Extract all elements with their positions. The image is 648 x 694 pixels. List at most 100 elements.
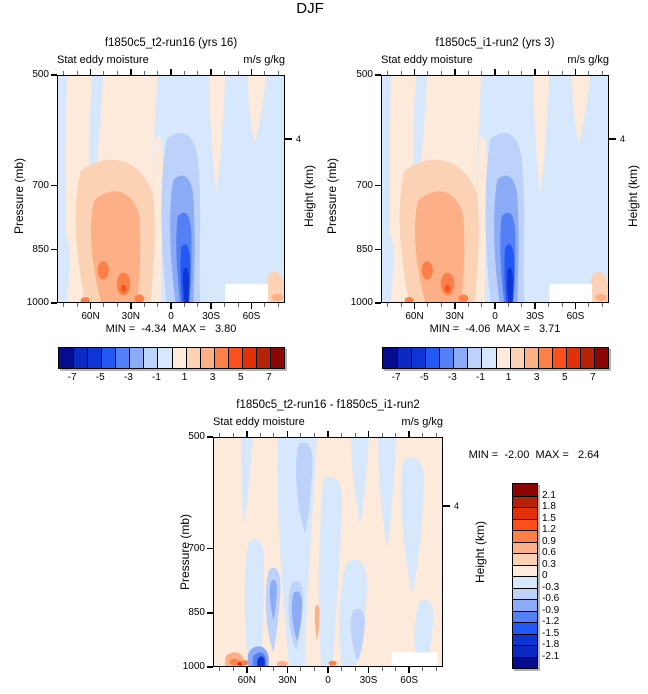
pressure-axis-label-top-right: Pressure (mb) bbox=[325, 158, 339, 235]
colorbar-segment bbox=[59, 348, 74, 368]
x-tick-minor bbox=[381, 667, 383, 671]
colorbar-segment bbox=[157, 348, 172, 368]
x-tick-minor bbox=[381, 433, 383, 437]
height-axis-label-top-left: Height (km) bbox=[302, 165, 316, 228]
colorbar-segment bbox=[129, 348, 144, 368]
minmax-text-top-left: MIN = -4.34 MAX = 3.80 bbox=[105, 323, 237, 335]
colorbar-segment bbox=[87, 348, 102, 368]
contour-region bbox=[291, 591, 302, 641]
colorbar-label: -0.6 bbox=[542, 593, 560, 604]
contour-plot-top-right bbox=[381, 75, 609, 303]
colorbar-segment bbox=[227, 348, 242, 368]
colorbar-segment bbox=[213, 348, 228, 368]
contour-region bbox=[458, 294, 469, 302]
contour-region bbox=[241, 660, 249, 666]
x-tick-minor bbox=[435, 433, 437, 437]
terrain-mask bbox=[391, 652, 438, 666]
x-tick-major bbox=[130, 69, 132, 75]
contour-region bbox=[90, 191, 141, 302]
colorbar-segment bbox=[513, 576, 537, 588]
x-tick-label: 60N bbox=[405, 311, 424, 322]
contour-region bbox=[595, 293, 607, 302]
colorbar-segment bbox=[513, 530, 537, 542]
height-axis-label-bottom: Height (km) bbox=[473, 521, 487, 584]
panel-subtitle-row-bottom: Stat eddy moisture m/s g/kg bbox=[213, 416, 443, 428]
x-tick-label: 60S bbox=[400, 675, 419, 686]
contour-region bbox=[350, 608, 365, 662]
x-tick-minor bbox=[183, 71, 185, 75]
colorbar-segment bbox=[513, 553, 537, 565]
x-tick-minor bbox=[224, 71, 226, 75]
y-tick bbox=[375, 74, 381, 76]
x-tick-major bbox=[210, 303, 212, 309]
x-tick-minor bbox=[197, 71, 199, 75]
x-tick-label: 30S bbox=[202, 311, 221, 322]
x-tick-minor bbox=[313, 667, 315, 671]
colorbar-label: 5 bbox=[562, 372, 568, 383]
colorbar-label: 0.9 bbox=[542, 535, 556, 547]
contour-region bbox=[296, 442, 313, 534]
x-tick-minor bbox=[440, 71, 442, 75]
x-tick-label: 0 bbox=[168, 311, 174, 322]
y-tick bbox=[51, 248, 57, 251]
colorbar-segment bbox=[453, 348, 468, 368]
x-tick-minor bbox=[313, 433, 315, 437]
colorbar-label: -0.3 bbox=[542, 581, 560, 593]
panel-subtitle-row-top-right: Stat eddy moisture m/s g/kg bbox=[381, 54, 609, 66]
x-tick-minor bbox=[63, 71, 65, 75]
x-tick-major bbox=[534, 303, 536, 309]
contour-region bbox=[229, 658, 240, 666]
colorbar-segment bbox=[481, 348, 496, 368]
colorbar-segment bbox=[255, 348, 270, 368]
y-tick-label: 500 bbox=[32, 69, 49, 80]
contour-region bbox=[58, 231, 70, 302]
units-label-top-left: m/s g/kg bbox=[243, 54, 285, 66]
contour-region bbox=[120, 284, 127, 293]
x-tick-label: 60S bbox=[242, 311, 261, 322]
x-tick-minor bbox=[427, 303, 429, 307]
colorbar-label: 0.6 bbox=[542, 547, 556, 558]
colorbar-label: 1.2 bbox=[542, 524, 556, 535]
x-tick-major bbox=[367, 431, 370, 437]
minmax-text-bottom: MIN = -2.00 MAX = 2.64 bbox=[468, 449, 600, 461]
colorbar-segment bbox=[513, 656, 537, 668]
contour-region bbox=[414, 191, 465, 302]
x-tick-minor bbox=[237, 303, 239, 307]
contour-region bbox=[404, 297, 414, 302]
panel-title-top-right: f1850c5_i1-run2 (yrs 3) bbox=[435, 37, 555, 49]
colorbar-segment bbox=[513, 495, 537, 507]
x-tick-minor bbox=[481, 71, 483, 75]
field-label-top-left: Stat eddy moisture bbox=[57, 54, 149, 66]
x-tick-major bbox=[574, 303, 577, 309]
contour-field-svg bbox=[382, 76, 608, 302]
x-tick-minor bbox=[103, 303, 105, 307]
x-tick-label: 0 bbox=[325, 675, 331, 686]
colorbar-label: -7 bbox=[67, 372, 77, 383]
x-tick-minor bbox=[521, 303, 523, 307]
x-tick-major bbox=[89, 69, 92, 75]
colorbar-segment bbox=[509, 348, 524, 368]
x-tick-minor bbox=[341, 433, 343, 437]
x-tick-minor bbox=[435, 667, 437, 671]
colorbar-segment bbox=[383, 348, 398, 368]
x-tick-minor bbox=[395, 667, 397, 671]
x-tick-major bbox=[534, 69, 536, 75]
colorbar-label: -3 bbox=[447, 372, 457, 383]
y-tick bbox=[51, 302, 57, 304]
contour-region bbox=[350, 438, 370, 525]
x-tick-major bbox=[408, 431, 410, 437]
x-tick-minor bbox=[354, 433, 356, 437]
colorbar-label: 2.1 bbox=[542, 489, 556, 501]
x-tick-minor bbox=[601, 71, 603, 75]
x-tick-label: 60N bbox=[237, 675, 256, 686]
field-label-bottom: Stat eddy moisture bbox=[213, 416, 305, 428]
height-tick-label: 4 bbox=[620, 133, 626, 144]
colorbar-segment bbox=[425, 348, 440, 368]
contour-region bbox=[276, 660, 288, 666]
x-tick-minor bbox=[116, 303, 118, 307]
colorbar-label: -1.5 bbox=[542, 627, 560, 639]
contour-region bbox=[378, 438, 397, 548]
field-label-top-right: Stat eddy moisture bbox=[381, 54, 473, 66]
x-tick-minor bbox=[264, 303, 266, 307]
height-tick bbox=[285, 138, 292, 140]
